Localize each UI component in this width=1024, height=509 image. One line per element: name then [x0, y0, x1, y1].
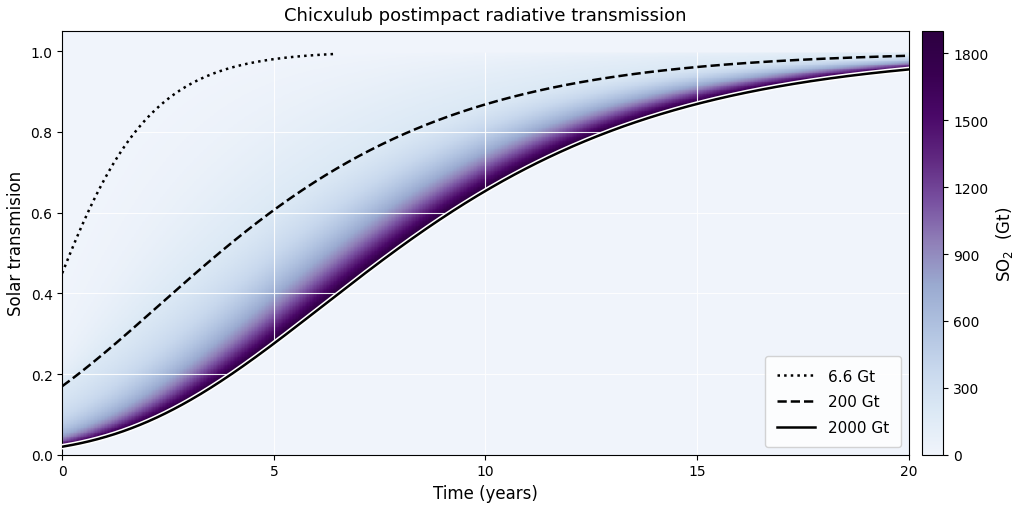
200 Gt [693, 65, 706, 71]
Legend: 6.6 Gt, 200 Gt, 2000 Gt: 6.6 Gt, 200 Gt, 2000 Gt [765, 357, 901, 447]
200 Gt [902, 53, 914, 60]
6.6 Gt [72, 233, 84, 239]
Line: 200 Gt: 200 Gt [62, 56, 908, 386]
200 Gt [439, 115, 452, 121]
6.6 Gt [56, 271, 69, 277]
6.6 Gt [301, 53, 313, 60]
6.6 Gt [201, 74, 213, 80]
6.6 Gt [330, 52, 342, 58]
Title: Chicxulub postimpact radiative transmission: Chicxulub postimpact radiative transmiss… [285, 7, 687, 25]
200 Gt [555, 83, 567, 90]
2000 Gt [56, 444, 69, 450]
6.6 Gt [291, 54, 303, 61]
Y-axis label: Solar transmision: Solar transmision [7, 171, 25, 316]
2000 Gt [902, 67, 914, 73]
X-axis label: Time (years): Time (years) [433, 484, 538, 502]
Y-axis label: SO$_2$  (Gt): SO$_2$ (Gt) [994, 206, 1015, 281]
2000 Gt [206, 384, 218, 390]
200 Gt [273, 203, 286, 209]
2000 Gt [555, 149, 567, 155]
200 Gt [206, 257, 218, 263]
2000 Gt [439, 214, 452, 220]
2000 Gt [693, 101, 706, 107]
6.6 Gt [272, 56, 285, 63]
6.6 Gt [130, 129, 142, 135]
200 Gt [56, 383, 69, 389]
Line: 2000 Gt: 2000 Gt [62, 70, 908, 447]
200 Gt [622, 73, 634, 79]
2000 Gt [273, 336, 286, 343]
2000 Gt [622, 123, 634, 129]
Line: 6.6 Gt: 6.6 Gt [62, 55, 336, 274]
